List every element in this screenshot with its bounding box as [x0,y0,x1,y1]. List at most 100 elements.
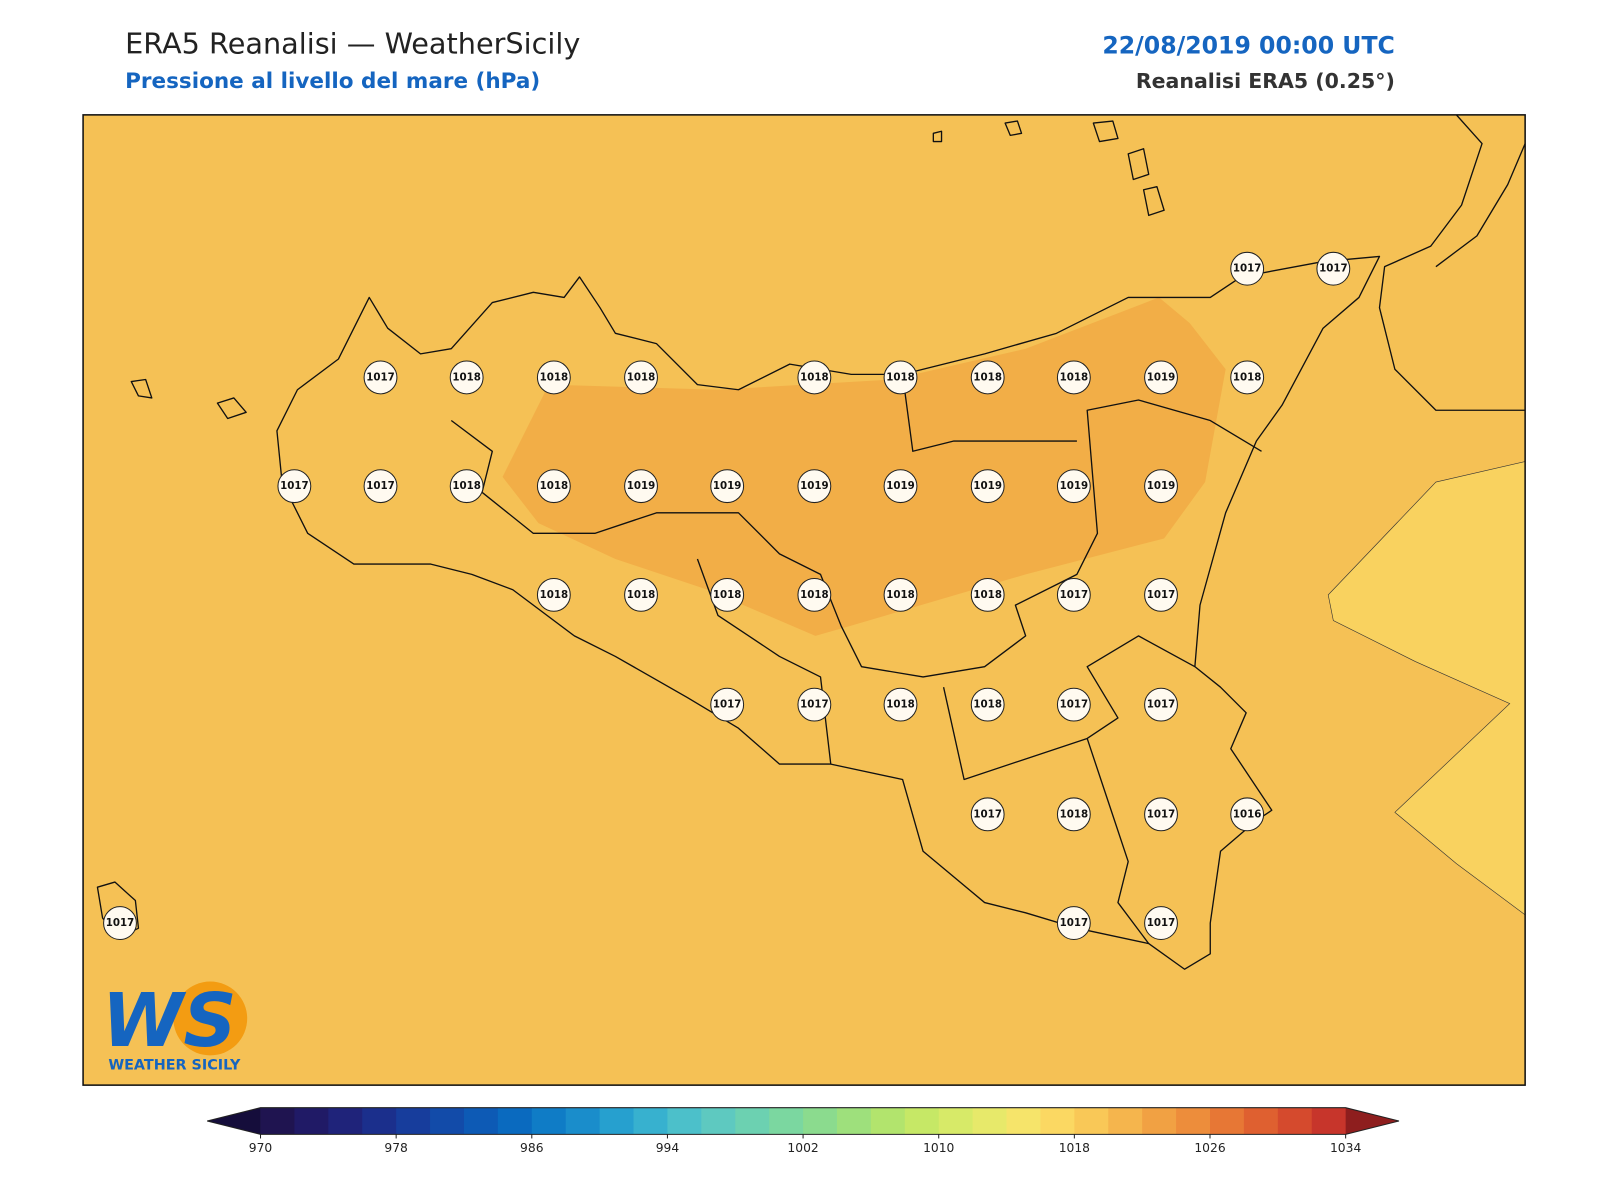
colorbar-swatch [1277,1107,1313,1135]
colorbar-swatch [836,1107,872,1135]
station-value: 1018 [713,589,742,601]
pressure-high-area [502,297,1226,636]
station-value: 1018 [452,371,481,383]
station-marker [1230,251,1265,286]
station-value: 1018 [886,699,915,711]
logo-sun [173,981,248,1056]
colorbar-swatch [1210,1107,1245,1135]
colorbar-swatch [531,1107,567,1135]
station-value: 1018 [886,589,915,601]
colorbar-swatch [463,1107,499,1135]
colorbar-swatch [870,1107,906,1135]
station-marker [797,469,832,504]
station-marker [970,577,1005,612]
station-marker [797,360,832,395]
logo: WS WEATHER SICILY [102,978,248,1074]
colorbar-swatch [701,1107,736,1135]
station: 1017 [970,797,1005,832]
colorbar-swatch [599,1107,635,1135]
source: Reanalisi ERA5 (0.25°) [1136,69,1395,93]
station-marker [449,469,484,504]
station-marker [970,360,1005,395]
station: 1018 [1230,360,1265,395]
colorbar-tick-label: 1002 [787,1141,818,1155]
station-marker [1056,577,1091,612]
colorbar-swatch [328,1107,363,1135]
colorbar: 970 978 986 994 1002 1010 1018 1026 1034 [207,1107,1400,1155]
station-value: 1017 [1060,589,1089,601]
colorbar-tick-label: 1010 [923,1141,954,1155]
province-borders [450,374,1262,944]
station-marker [1056,469,1091,504]
station: 1017 [363,360,398,395]
station-marker [710,687,745,722]
colorbar-swatch [260,1107,295,1135]
station: 1017 [363,469,398,504]
station-marker [1056,687,1091,722]
station-value: 1018 [886,371,915,383]
station-value: 1017 [1147,699,1176,711]
station-value: 1018 [1060,808,1089,820]
map: 1017 1017 1017 1018 1018 1018 1018 1018 1018 1018… [82,114,1526,1086]
station: 1018 [449,469,484,504]
station-marker [1144,469,1178,504]
station: 1018 [536,469,571,504]
station: 1019 [1056,469,1091,504]
colorbar-swatch [1176,1107,1211,1135]
station: 1018 [1056,360,1091,395]
colorbar-over [1345,1107,1399,1135]
colorbar-swatch [1142,1107,1177,1135]
station: 1018 [970,360,1005,395]
station-marker [1056,360,1091,395]
station: 1019 [710,469,745,504]
station: 1018 [883,360,918,395]
station-value: 1019 [713,480,742,492]
station-value: 1018 [452,480,481,492]
colorbar-swatch [1108,1107,1143,1135]
colorbar-swatch [803,1107,838,1135]
station-value: 1019 [800,480,829,492]
station-marker [536,469,571,504]
station: 1019 [1144,469,1178,504]
colorbar-swatch [565,1107,601,1135]
station: 1018 [797,577,832,612]
station-marker [536,577,571,612]
station-value: 1017 [366,371,395,383]
colorbar-swatch [1243,1107,1279,1135]
station: 1018 [883,577,918,612]
station: 1017 [1056,687,1091,722]
station-marker [710,469,745,504]
stations: 1017 1017 1017 1018 1018 1018 1018 1018 1018 1018… [103,251,1351,940]
station: 1018 [970,577,1005,612]
station: 1017 [1056,577,1091,612]
station: 1018 [1056,797,1091,832]
station-marker [797,577,832,612]
station-marker [970,469,1005,504]
station: 1016 [1230,797,1265,832]
station-marker [363,360,398,395]
station-value: 1017 [366,480,395,492]
station: 1018 [624,360,658,395]
station: 1017 [797,687,832,722]
colorbar-tick-label: 978 [384,1141,407,1155]
station: 1018 [536,577,571,612]
title: ERA5 Reanalisi — WeatherSicily [125,26,580,60]
station-value: 1018 [540,480,569,492]
station: 1018 [883,687,918,722]
station-marker [970,797,1005,832]
pressure-low-area [1327,461,1526,916]
colorbar-tick-label: 994 [656,1141,680,1155]
station: 1019 [883,469,918,504]
station: 1017 [710,687,745,722]
station-marker [103,906,137,940]
station-value: 1018 [973,699,1002,711]
station: 1017 [1316,251,1351,286]
station: 1017 [277,469,312,504]
station-value: 1019 [886,480,915,492]
colorbar-swatch [362,1107,397,1135]
station-marker [1144,360,1178,395]
colorbar-tick-label: 1018 [1059,1141,1090,1155]
colorbar-tick-label: 1034 [1330,1141,1361,1155]
station-value: 1017 [1060,699,1089,711]
